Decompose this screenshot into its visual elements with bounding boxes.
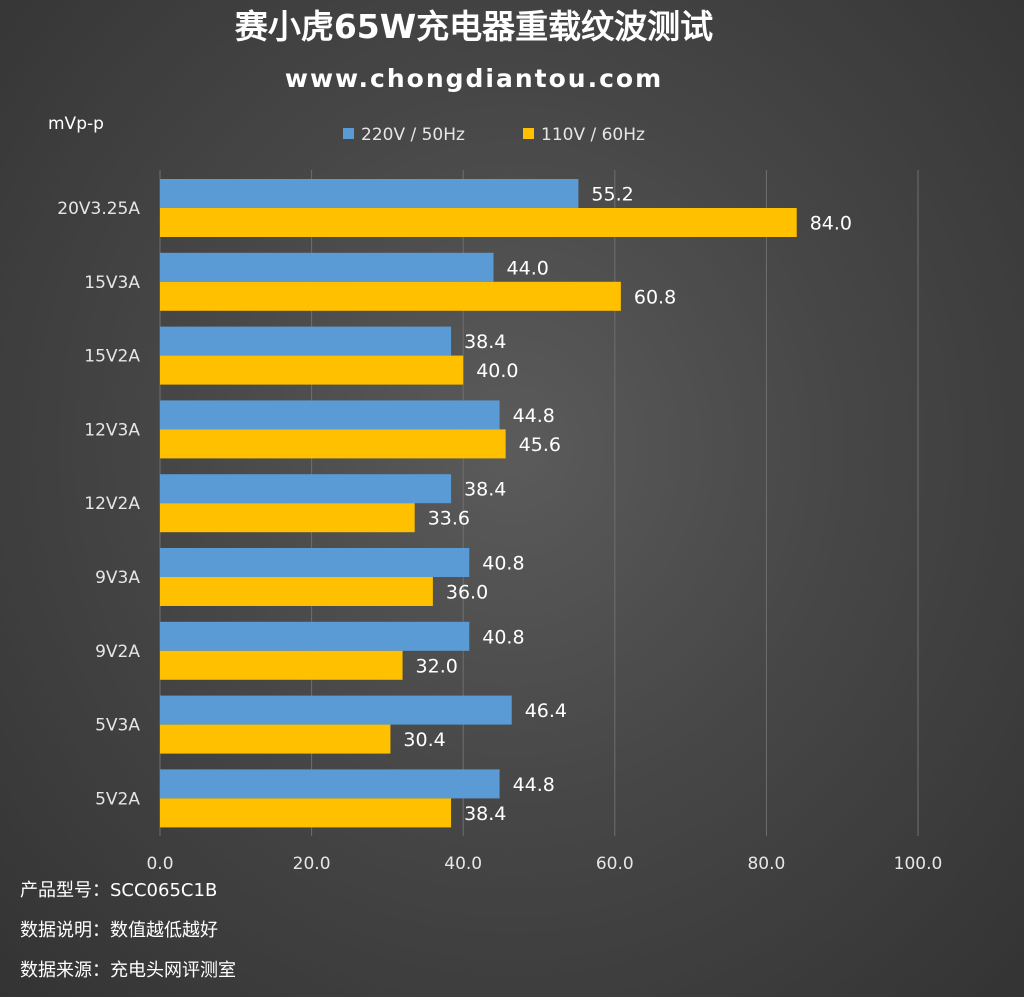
legend: 220V / 50Hz 110V / 60Hz (343, 125, 645, 145)
chart-title: 赛小虎65W充电器重载纹波测试 (235, 7, 713, 46)
data-label: 33.6 (428, 508, 470, 530)
data-label: 46.4 (525, 700, 567, 722)
category-label: 9V2A (95, 642, 140, 662)
x-tick-label: 80.0 (747, 854, 785, 874)
chart-subtitle: www.chongdiantou.com (285, 64, 663, 93)
data-label: 44.8 (513, 405, 555, 427)
axis-unit-label: mVp-p (48, 114, 104, 134)
bar (160, 429, 506, 459)
note-model: 产品型号：SCC065C1B (20, 880, 217, 901)
bar (160, 577, 433, 606)
category-labels: 20V3.25A 15V3A 15V2A 12V3A 12V2A 9V3A 9V2A 5V3A… (57, 199, 140, 809)
data-label: 38.4 (464, 331, 506, 353)
data-label: 40.0 (476, 360, 518, 382)
legend-label-110v: 110V / 60Hz (541, 125, 645, 145)
bar (160, 503, 415, 533)
x-tick-label: 20.0 (293, 854, 331, 874)
data-label: 55.2 (591, 184, 633, 206)
bar (160, 769, 500, 799)
bar (160, 179, 579, 208)
category-label: 5V3A (95, 716, 140, 736)
legend-swatch-220v (343, 128, 354, 139)
data-label: 44.8 (513, 774, 555, 796)
data-label: 38.4 (464, 803, 506, 825)
bar (160, 724, 391, 754)
bar (160, 355, 464, 385)
legend-label-220v: 220V / 50Hz (361, 125, 465, 145)
category-label: 20V3.25A (57, 199, 140, 219)
bar (160, 326, 452, 356)
bar (160, 798, 452, 828)
note-source: 数据来源：充电头网评测室 (20, 960, 236, 981)
bar (160, 208, 797, 237)
data-label: 36.0 (446, 582, 488, 604)
category-label: 9V3A (95, 568, 140, 588)
category-label: 15V3A (84, 273, 140, 293)
data-label: 38.4 (464, 479, 506, 501)
data-label: 30.4 (403, 729, 445, 751)
data-label: 84.0 (810, 213, 852, 235)
category-label: 12V3A (84, 420, 140, 440)
data-label: 32.0 (416, 655, 458, 677)
x-tick-label: 100.0 (894, 854, 943, 874)
x-tick-label: 0.0 (146, 854, 173, 874)
x-tick-label: 40.0 (444, 854, 482, 874)
x-tick-label: 60.0 (596, 854, 634, 874)
data-label: 40.8 (482, 553, 524, 575)
data-label: 44.0 (507, 257, 549, 279)
category-label: 12V2A (84, 494, 140, 514)
bar (160, 621, 470, 651)
data-label: 40.8 (482, 626, 524, 648)
category-label: 15V2A (84, 347, 140, 367)
bar (160, 400, 500, 430)
data-label: 60.8 (634, 286, 676, 308)
note-description: 数据说明：数值越低越好 (20, 920, 218, 941)
bar (160, 695, 512, 725)
bar (160, 474, 452, 504)
notes: 产品型号：SCC065C1B 数据说明：数值越低越好 数据来源：充电头网评测室 (20, 880, 236, 981)
category-label: 5V2A (95, 789, 140, 809)
bar (160, 650, 403, 680)
legend-swatch-110v (523, 128, 534, 139)
x-tick-labels: 0.0 20.0 40.0 60.0 80.0 100.0 (146, 854, 942, 874)
bar (160, 281, 621, 311)
bars: 55.2 84.0 44.0 60.8 38.4 40.0 44.8 45.6 38.4 33.6… (160, 179, 852, 828)
bar (160, 252, 494, 282)
data-label: 45.6 (519, 434, 561, 456)
bar (160, 548, 470, 577)
